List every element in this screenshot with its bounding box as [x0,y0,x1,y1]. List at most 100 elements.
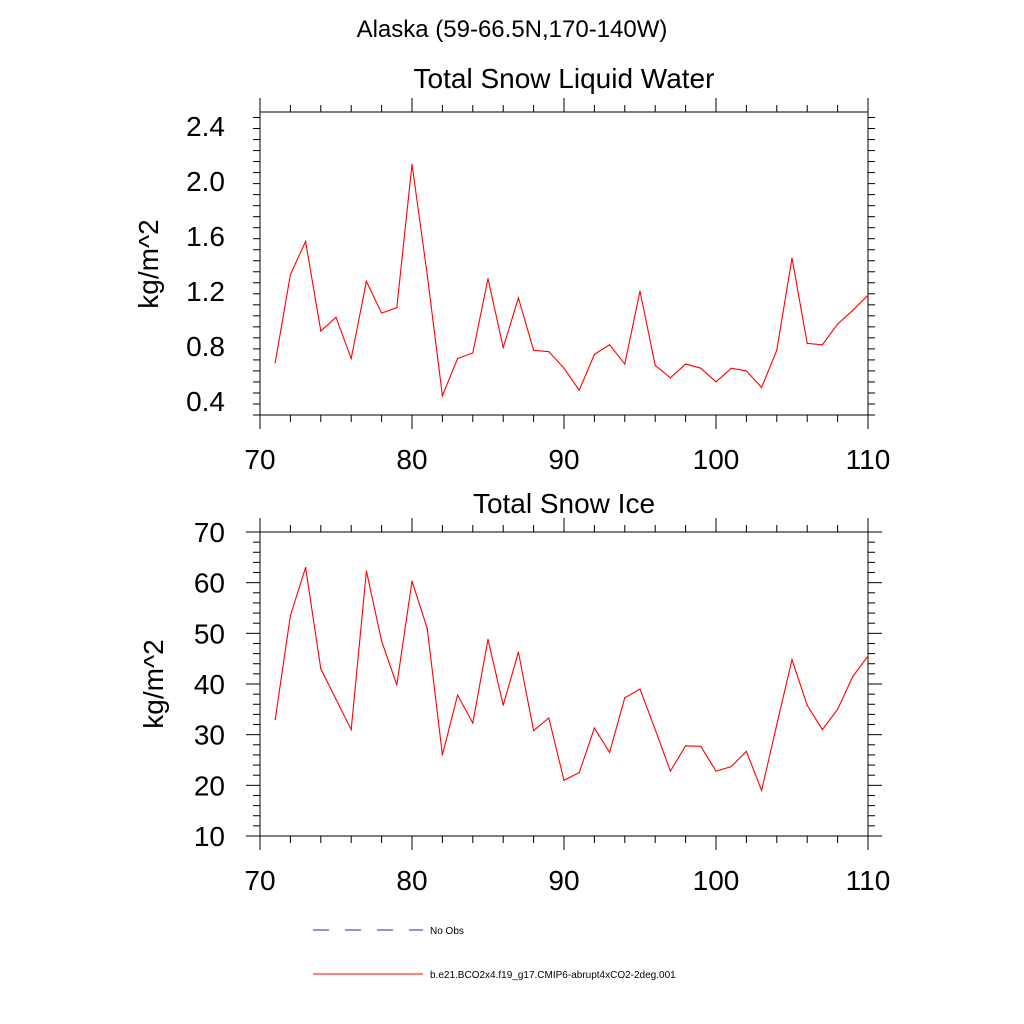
data-point [715,381,717,383]
plot-frame-2 [259,531,869,837]
y-tick-label: 1.6 [186,221,225,252]
data-point [593,353,596,355]
data-point [533,730,535,732]
data-point [609,344,611,346]
data-point [457,694,459,696]
y-tick-label: 20 [194,770,225,801]
data-point [624,697,626,699]
data-point [472,722,474,724]
data-point [609,751,611,754]
data-point [776,723,778,726]
y-tick-label: 2.0 [186,166,225,197]
y-axis-label-1: kg/m^2 [133,219,164,308]
data-point [365,570,367,572]
x-tick-label: 90 [548,444,579,475]
data-point [533,349,535,351]
data-point [837,323,839,325]
data-point [700,367,702,369]
plot-frame-1 [259,111,869,416]
data-point [487,278,489,280]
data-point [821,729,824,731]
data-point [867,655,869,657]
data-point [821,344,824,346]
page-title: Alaska (59-66.5N,170-140W) [356,16,668,43]
data-point [715,770,717,772]
data-point [305,240,307,243]
data-point [350,357,352,360]
y-tick-label: 30 [194,720,225,751]
chart-title-1: Total Snow Liquid Water [414,63,715,94]
data-point [806,704,808,706]
y-tick-label: 40 [194,669,225,700]
data-point [517,651,520,653]
data-point [472,352,474,354]
chart-title-2: Total Snow Ice [473,488,655,519]
x-tick-label: 100 [693,444,740,475]
data-point [320,330,322,332]
data-point [639,290,641,292]
data-point [745,750,748,752]
data-point [365,280,367,283]
data-point [563,779,565,781]
data-point [502,346,504,349]
data-point [441,754,443,756]
data-point [852,309,854,311]
data-point [274,362,276,364]
data-point [548,717,550,719]
data-point [745,370,748,372]
legend-label-1: No Obs [430,926,464,937]
data-point [578,389,580,391]
data-point [761,789,763,792]
data-point [654,364,656,367]
data-point [730,367,732,369]
data-point [669,770,672,772]
data-point [639,688,641,690]
data-point [411,580,413,582]
data-point [730,765,732,768]
x-tick-label: 90 [548,865,579,896]
y-tick-label: 2.4 [186,111,225,142]
data-point [457,357,459,360]
x-tick-label: 80 [396,444,427,475]
y-axis-label-2: kg/m^2 [138,639,169,728]
y-tick-label: 0.8 [186,331,225,362]
data-point [791,257,793,259]
data-point [563,367,565,369]
data-point [320,668,322,670]
data-point [396,306,398,309]
data-point [396,684,398,686]
x-tick-label: 100 [693,865,740,896]
y-tick-label: 0.4 [186,386,225,417]
series-line-1 [274,164,869,398]
x-tick-label: 70 [244,444,275,475]
data-point [411,163,413,165]
data-point [654,729,656,731]
data-point [669,377,672,379]
data-point [624,363,626,365]
data-point [685,363,687,365]
data-point [685,745,687,747]
data-point [776,349,778,351]
data-point [867,294,869,296]
data-point [593,727,596,729]
y-tick-label: 60 [194,568,225,599]
data-point [517,297,520,299]
data-point [335,316,337,318]
data-point [426,627,428,629]
x-tick-label: 110 [846,444,891,475]
legend-label-2: b.e21.BCO2x4.f19_g17.CMIP6-abrupt4xCO2-2… [430,970,676,981]
data-point [274,718,276,721]
data-point [487,638,489,641]
x-tick-label: 70 [244,865,275,896]
y-tick-label: 10 [194,821,225,852]
data-point [806,342,808,344]
data-point [289,273,291,276]
y-tick-label: 1.2 [186,276,225,307]
y-tick-label: 70 [194,517,225,548]
data-point [578,772,580,774]
data-point [381,640,383,642]
data-point [700,745,702,747]
data-point [502,704,504,706]
